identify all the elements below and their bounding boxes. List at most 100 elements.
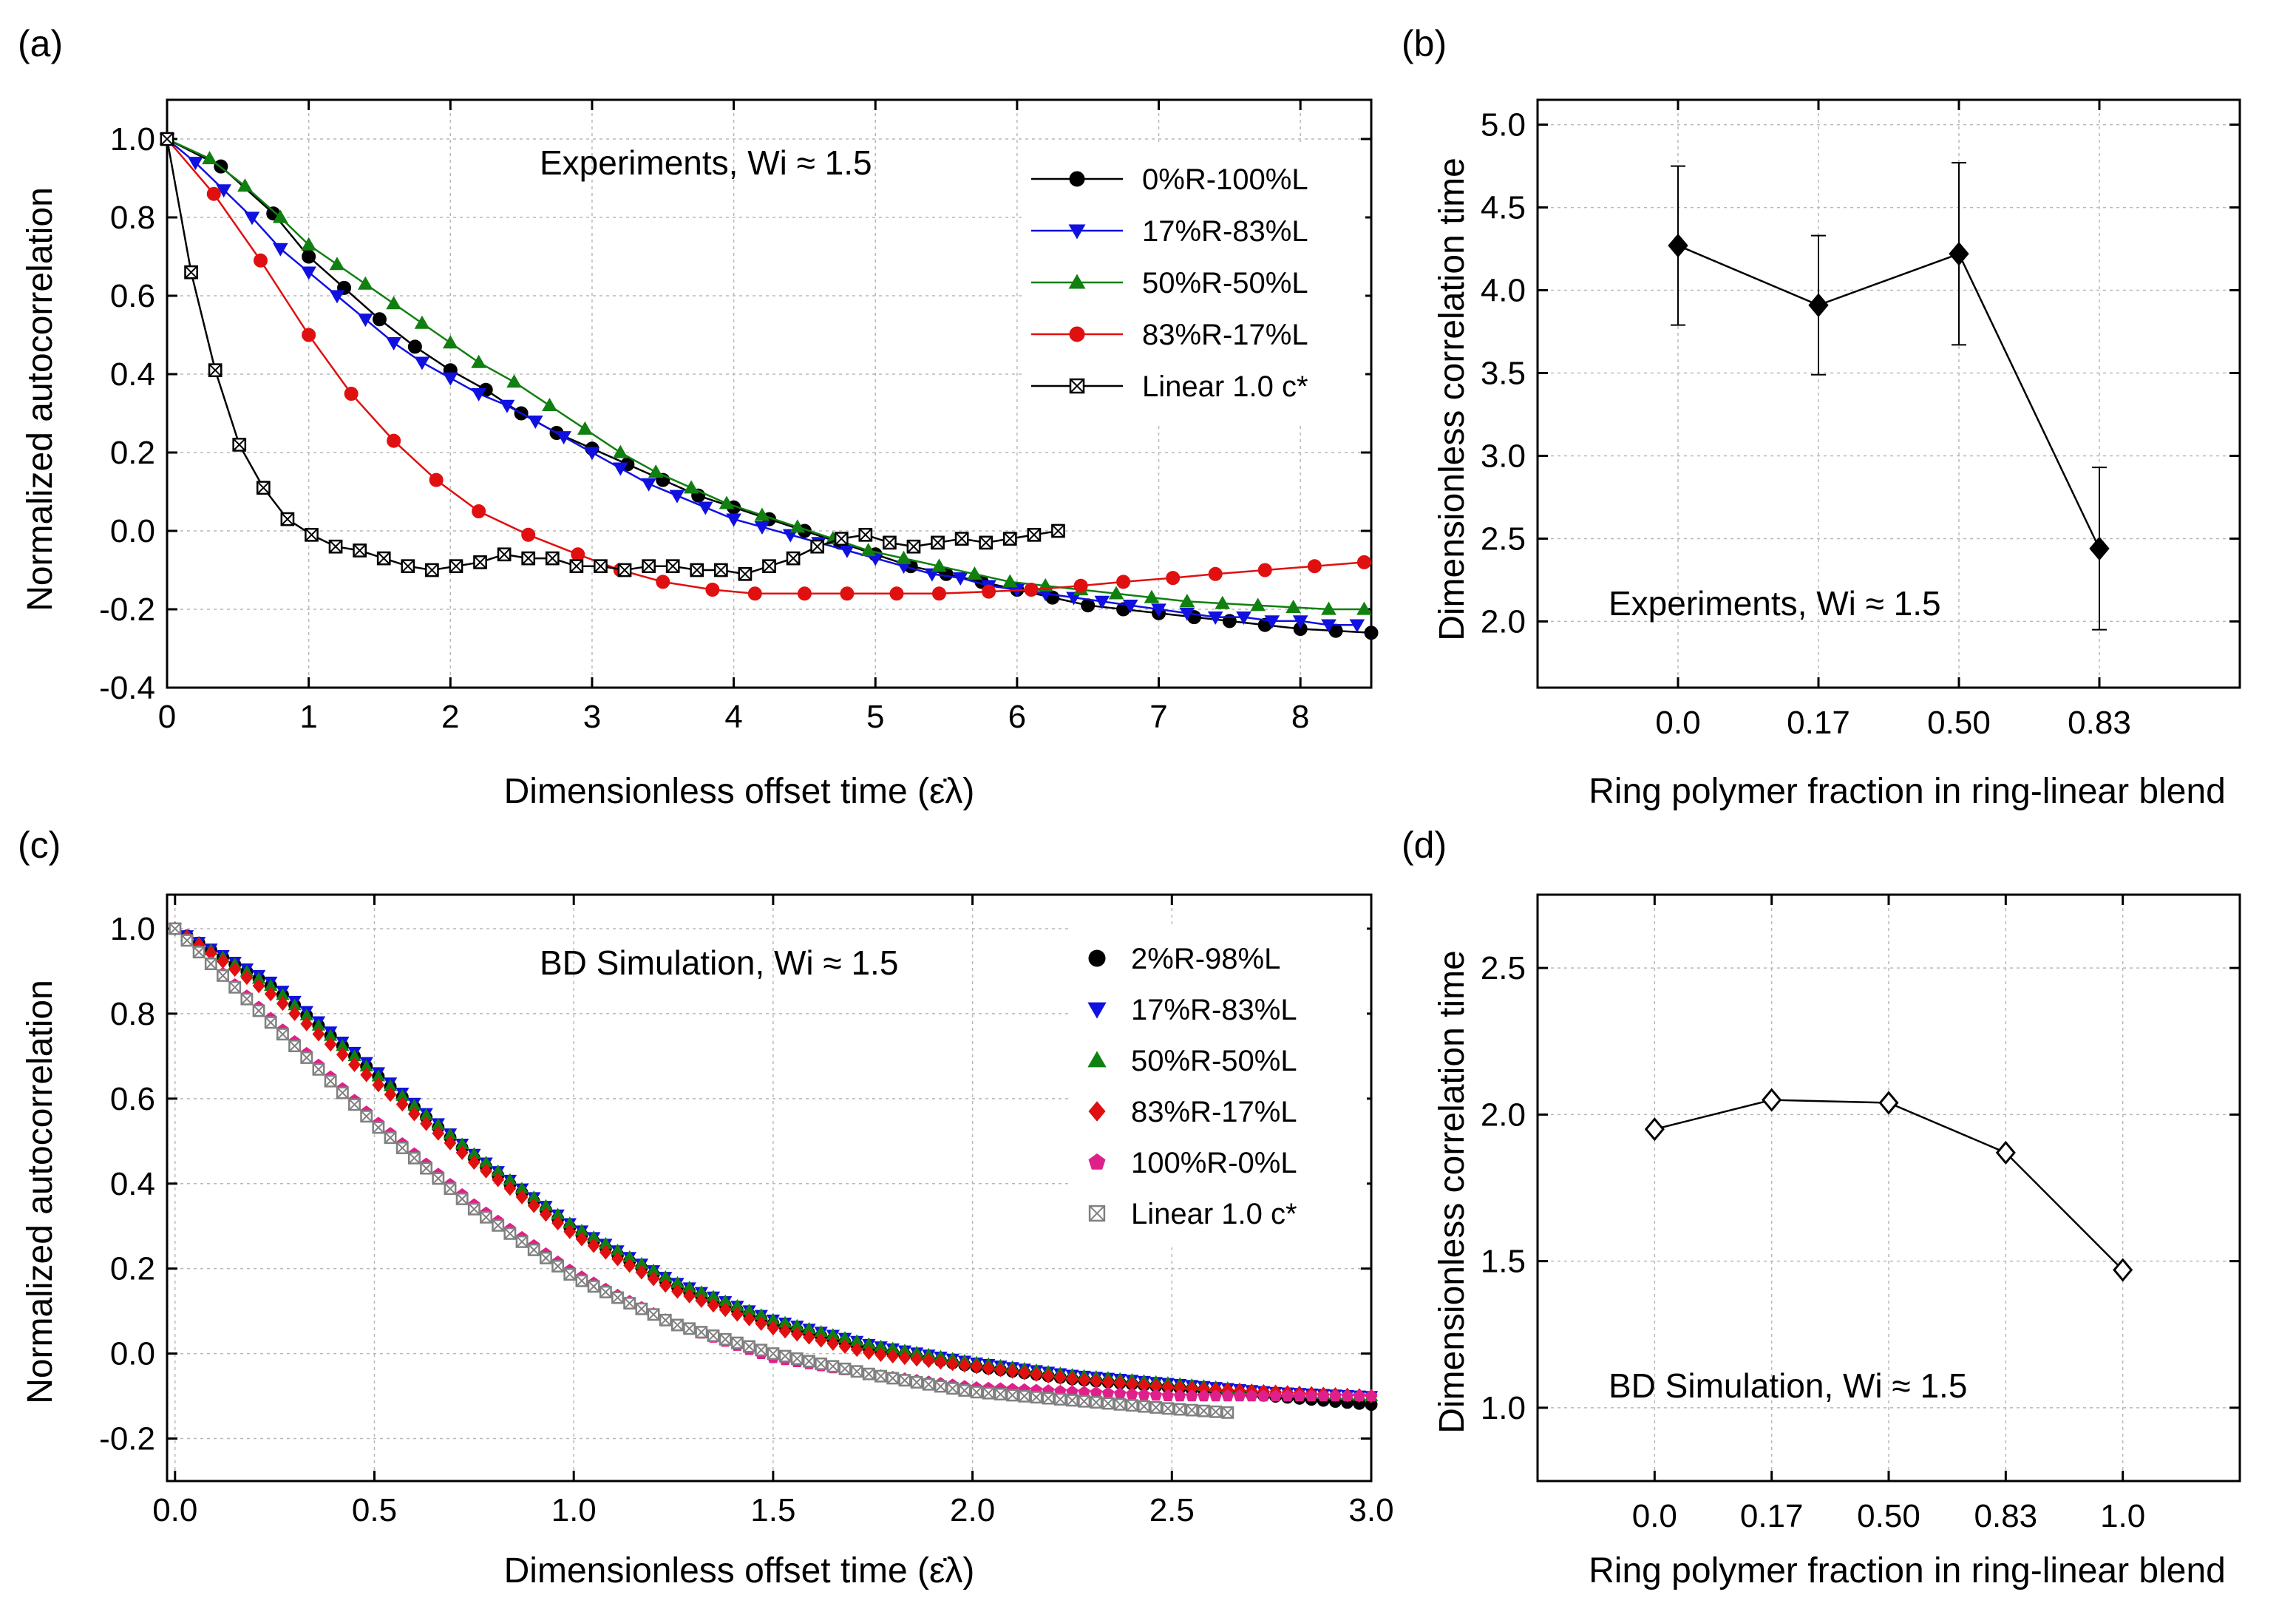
panel-c-data-point [826,1335,840,1351]
panel-c-data-point [1269,1389,1282,1402]
panel-c-data-point [1090,1373,1103,1389]
panel-a-series-line [166,138,1365,611]
panel-c-legend-item: 50%R-50%L [1087,1045,1297,1077]
panel-c-data-point [790,1327,804,1342]
panel-a-x-tick-label: 2 [441,699,459,735]
panel-c-data-point [1221,1406,1234,1419]
panel-a-data-point [594,559,608,574]
panel-c-data-point [372,1077,385,1093]
panel-a-data-point [471,354,486,368]
panel-c-data-point [311,1018,326,1031]
panel-a-label: (a) [18,23,63,64]
panel-a-data-point [1321,601,1336,615]
panel-c-data-point [1149,1401,1163,1414]
panel-b-plot-frame [1536,98,2241,689]
panel-c-data-point [743,1340,755,1353]
panel-a-data-point [786,551,801,566]
panel-c-data-point [755,1344,768,1357]
panel-c-data-point [563,1268,577,1281]
panel-a-data-point [206,186,221,201]
panel-a-data-point [542,398,557,412]
panel-a-data-point [931,586,946,601]
panel-c-data-point [646,1263,661,1275]
panel-c-series-3 [169,921,1378,1404]
panel-b-data-point [1808,293,1829,317]
panel-a-data-point [669,489,685,504]
panel-a-data-point [1002,574,1018,588]
panel-c-data-point [778,1315,792,1328]
panel-c-data-point [1030,1366,1043,1382]
panel-c-legend-marker [1088,949,1106,967]
panel-c-data-point [886,1372,900,1385]
panel-c-data-point [514,1182,529,1194]
panel-c-data-point [815,1357,828,1370]
panel-b-y-tick-label: 2.5 [1481,521,1526,557]
panel-c-data-point [1078,1395,1091,1408]
panel-c-data-point [1113,1397,1127,1411]
panel-a-data-point [344,387,359,401]
panel-a-legend-label: 50%R-50%L [1142,267,1308,299]
panel-c-data-point [312,1026,325,1042]
panel-c-data-point [623,1258,636,1273]
panel-b-y-tick-label: 3.5 [1481,356,1526,392]
panel-a-legend-marker [1069,171,1085,187]
panel-a-data-point [414,356,430,370]
panel-c-data-point [1006,1389,1019,1402]
panel-a-data-point [648,464,664,478]
panel-a-data-point [499,399,515,413]
panel-a-data-point [1166,571,1181,586]
panel-c-data-point [228,962,242,978]
panel-c-data-point [1138,1378,1150,1393]
panel-a-data-point [442,335,458,349]
panel-c-data-point [1149,1378,1163,1394]
panel-c-data-point [240,970,254,986]
panel-a-data-point [726,513,741,527]
panel-a-x-tick-label: 1 [299,699,317,735]
panel-c-data-point [803,1329,815,1345]
panel-c-data-point [862,1345,875,1361]
panel-a-series-4 [160,132,1065,581]
panel-c-data-point [1185,1403,1198,1417]
panel-c-data-point [719,1302,732,1318]
panel-a-data-point [754,521,770,535]
panel-c-data-point [683,1322,696,1335]
panel-c-data-point [467,1147,481,1159]
panel-a-data-point [386,336,401,350]
panel-c-data-point [1125,1376,1138,1392]
panel-c-data-point [910,1352,923,1367]
panel-c-legend-label: Linear 1.0 c* [1131,1198,1297,1230]
panel-a-data-point [713,563,728,577]
panel-a-data-point [952,572,968,586]
panel-c-data-point [252,1004,265,1017]
panel-c-data-point [1078,1372,1091,1388]
panel-a-data-point [372,312,387,327]
panel-a-data-point [982,584,996,599]
panel-a-data-point [931,558,947,572]
panel-c-data-point [635,1302,648,1315]
panel-c-data-point [611,1251,624,1267]
panel-c-data-point [790,1318,804,1331]
panel-a-data-point [1024,583,1039,597]
panel-c-data-point [718,1294,733,1307]
panel-c-data-point [539,1199,553,1211]
panel-c-data-point [515,1189,529,1204]
panel-b-series [1668,162,2110,631]
panel-c-data-point [503,1227,517,1240]
panel-c-data-point [551,1207,565,1220]
panel-b-x-axis-title: Ring polymer fraction in ring-linear ble… [1589,772,2226,811]
panel-c-data-point [659,1278,672,1293]
panel-c-data-point [407,1098,421,1111]
panel-a-data-point [1027,527,1042,542]
panel-a-data-point [449,559,463,574]
panel-c-data-point [838,1362,852,1375]
panel-a-data-point [473,555,487,569]
panel-d-series [1644,1088,2133,1282]
panel-c-data-point [1305,1389,1318,1402]
panel-b-annotation: Experiments, Wi ≈ 1.5 [1609,584,1941,623]
panel-a-data-point [329,290,345,304]
panel-a-data-point [617,563,632,577]
panel-d-data-point [1995,1140,2016,1165]
panel-c-data-point [862,1337,876,1349]
panel-c-data-point [491,1164,505,1176]
panel-a-data-point [697,501,713,515]
